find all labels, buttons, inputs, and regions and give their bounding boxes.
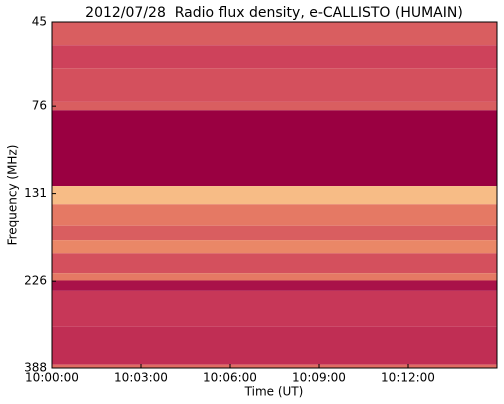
x-tick-label: 10:00:00 (25, 371, 79, 385)
heatmap-cell (52, 280, 497, 291)
y-axis-label: Frequency (MHz) (6, 145, 20, 246)
heatmap-cell (52, 110, 497, 187)
y-tick-label: 131 (24, 186, 47, 200)
heatmap-cell (52, 326, 497, 365)
heatmap-cell (52, 68, 497, 102)
heatmap-cell (52, 186, 497, 205)
heatmap-cell (52, 204, 497, 226)
heatmap-cell (52, 45, 497, 69)
chart-title: 2012/07/28 Radio flux density, e-CALLIST… (85, 5, 463, 21)
heatmap-cell (52, 364, 497, 368)
y-tick-label: 226 (24, 274, 47, 288)
heatmap-cell (52, 101, 497, 111)
y-tick-label: 388 (24, 361, 47, 375)
y-tick-label: 76 (32, 99, 47, 113)
heatmap-cell (52, 290, 497, 327)
heatmap-cell (52, 273, 497, 281)
x-tick-label: 10:12:00 (381, 371, 435, 385)
heatmap-cell (52, 240, 497, 254)
x-tick-label: 10:06:00 (203, 371, 257, 385)
heatmap-cell (52, 225, 497, 241)
heatmap-cell (52, 22, 497, 46)
x-tick-label: 10:03:00 (114, 371, 168, 385)
plot-frame (51, 21, 498, 369)
x-tick-label: 10:09:00 (292, 371, 346, 385)
y-tick-label: 45 (32, 15, 47, 29)
x-axis-label: Time (UT) (244, 385, 304, 399)
heatmap-cell (52, 253, 497, 274)
